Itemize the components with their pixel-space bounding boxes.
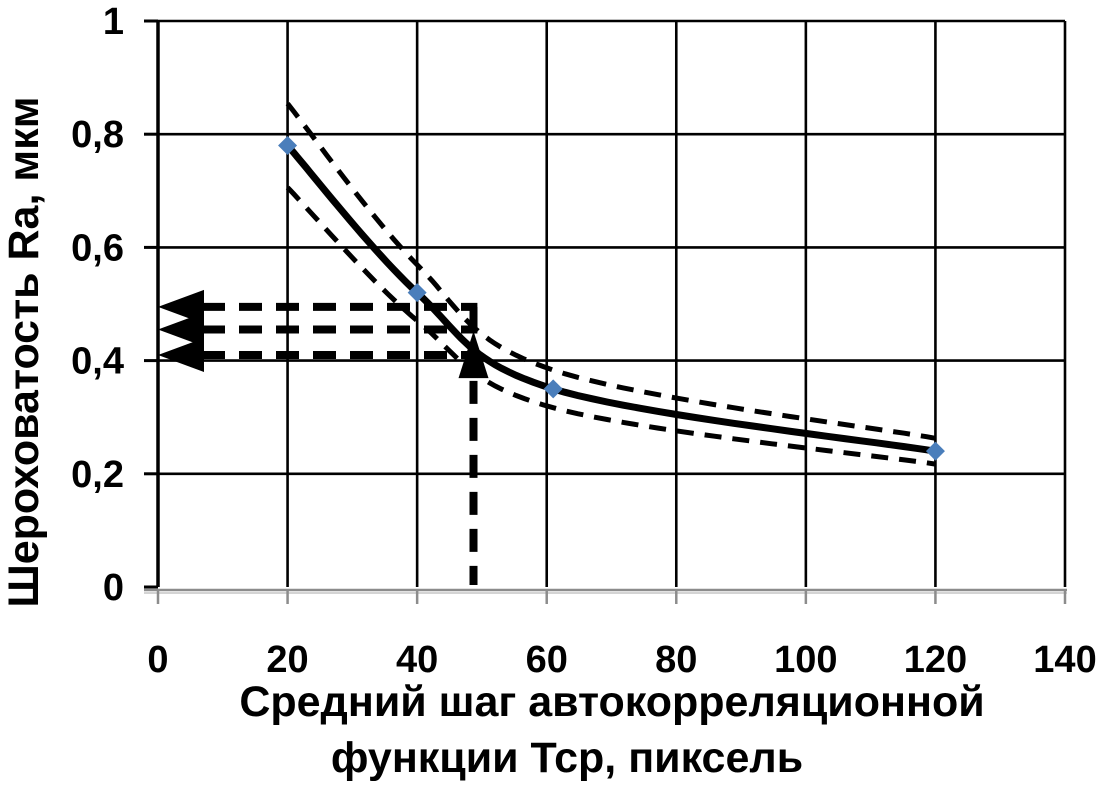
- data-point-markers: [278, 136, 945, 461]
- up-arrowhead: [458, 331, 489, 379]
- y-tick-label: 0,6: [71, 227, 124, 269]
- data-point-diamond: [407, 283, 427, 303]
- left-arrowhead: [158, 312, 204, 347]
- x-tick-label: 120: [904, 639, 967, 681]
- x-tick-label: 140: [1033, 639, 1096, 681]
- x-tick-label: 100: [774, 639, 837, 681]
- x-tick-labels: 0 20 40 60 80 100 120 140: [147, 639, 1096, 681]
- confidence-band-curves: [285, 102, 936, 467]
- x-tick-label: 60: [526, 639, 568, 681]
- x-tick-label: 40: [396, 639, 438, 681]
- y-axis-line: [144, 19, 158, 589]
- data-point-diamond: [543, 379, 563, 399]
- upper-confidence-bound: [285, 102, 936, 441]
- x-axis-line: [144, 588, 1067, 604]
- y-tick-label: 0: [103, 567, 124, 609]
- x-axis-title-line1: Средний шаг автокорреляционной: [239, 678, 984, 726]
- y-tick-label: 0,2: [71, 454, 124, 496]
- trend-curve: [284, 142, 939, 455]
- trend-path: [284, 142, 939, 455]
- y-tick-label: 0,4: [71, 341, 124, 383]
- y-tick-label: 1: [103, 1, 124, 43]
- left-arrowhead: [158, 337, 204, 372]
- x-tick-label: 20: [266, 639, 308, 681]
- y-axis-title: Шероховатость Ra, мкм: [0, 96, 48, 607]
- x-tick-label: 80: [655, 639, 697, 681]
- x-axis-title-line2: функции Тср, пиксель: [331, 734, 803, 782]
- left-arrowhead: [158, 289, 204, 324]
- y-tick-labels: 0 0,2 0,4 0,6 0,8 1: [71, 1, 124, 609]
- data-point-diamond: [278, 136, 298, 156]
- y-tick-label: 0,8: [71, 114, 124, 156]
- data-point-diamond: [925, 441, 945, 461]
- annotation-guides: [158, 289, 489, 585]
- x-tick-label: 0: [147, 639, 168, 681]
